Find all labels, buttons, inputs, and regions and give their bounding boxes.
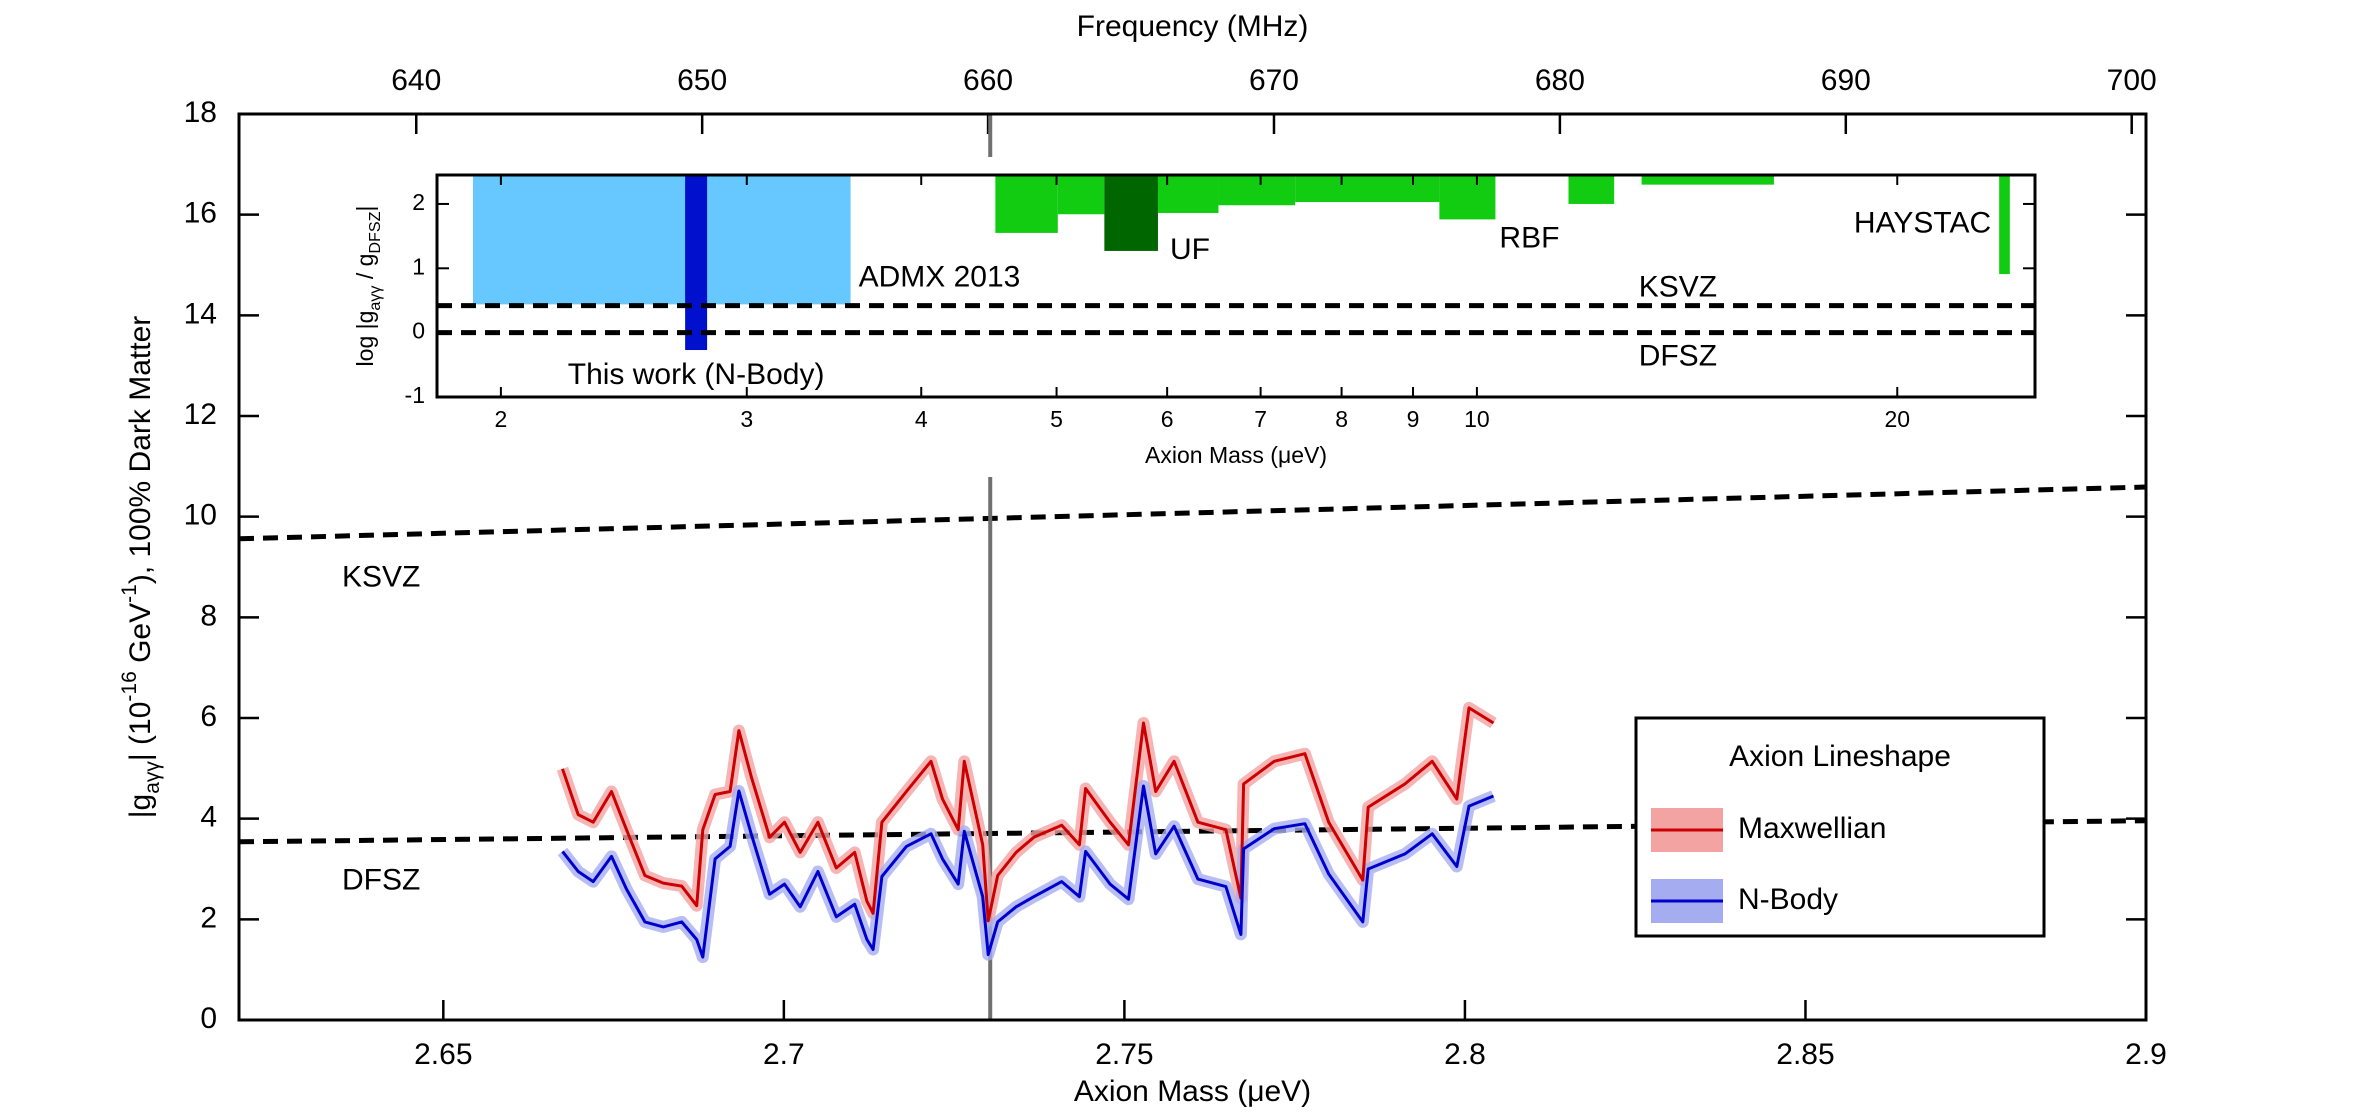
y-tick-label: 4 xyxy=(200,801,217,834)
exclusion-region xyxy=(1218,175,1296,206)
exclusion-region xyxy=(685,175,708,351)
x-tick-label: 2.8 xyxy=(1444,1038,1486,1071)
x-tick-label: 2.75 xyxy=(1095,1038,1153,1071)
exclusion-region xyxy=(1641,175,1774,185)
model-label: KSVZ xyxy=(342,561,420,594)
exclusion-region xyxy=(1439,175,1496,220)
legend-title: Axion Lineshape xyxy=(1729,740,1951,773)
y-axis-label-part: / g xyxy=(352,254,378,286)
y-tick-label: 14 xyxy=(184,297,217,330)
y-tick-label: 6 xyxy=(200,700,217,733)
y-axis-label: |gaγγ| (10-16 GeV-1), 100% Dark Matter xyxy=(118,316,164,819)
legend-label: N-Body xyxy=(1738,883,1838,916)
region-label: ADMX 2013 xyxy=(859,260,1021,293)
y-axis-label-part: GeV xyxy=(124,603,157,671)
x-tick-label: 20 xyxy=(1884,406,1910,432)
x-axis-label: Axion Mass (μeV) xyxy=(1074,1075,1311,1108)
inset-frame xyxy=(435,173,2037,399)
x2-tick-label: 670 xyxy=(1249,64,1299,97)
model-label: DFSZ xyxy=(342,864,420,897)
y-tick-label: 0 xyxy=(412,318,425,344)
y-tick-label: 0 xyxy=(200,1002,217,1035)
y-axis-label-part: | xyxy=(352,206,378,212)
y-axis-label-part: aγγ xyxy=(366,286,384,311)
x-tick-label: 6 xyxy=(1161,406,1174,432)
x-tick-label: 2.85 xyxy=(1776,1038,1834,1071)
y-tick-label: -1 xyxy=(405,382,425,408)
x-tick-label: 4 xyxy=(915,406,928,432)
x2-tick-label: 700 xyxy=(2107,64,2157,97)
x2-tick-label: 660 xyxy=(963,64,1013,97)
x-tick-label: 5 xyxy=(1050,406,1063,432)
x-axis-label: Axion Mass (μeV) xyxy=(1145,442,1327,468)
exclusion-region xyxy=(1568,175,1615,204)
y-tick-label: 8 xyxy=(200,599,217,632)
x-tick-label: 9 xyxy=(1407,406,1420,432)
y-axis-label-part: log |g xyxy=(352,311,378,367)
model-label: KSVZ xyxy=(1639,271,1717,304)
x-tick-label: 10 xyxy=(1464,406,1490,432)
region-label: HAYSTAC xyxy=(1854,206,1991,239)
y-axis-label-part: -1 xyxy=(118,584,141,603)
x2-tick-label: 650 xyxy=(677,64,727,97)
legend-label: Maxwellian xyxy=(1738,812,1886,845)
x-tick-label: 2.7 xyxy=(763,1038,805,1071)
region-label: RBF xyxy=(1499,221,1559,254)
y-axis-label-part: aγγ xyxy=(141,761,164,794)
exclusion-region xyxy=(472,175,851,305)
x-tick-label: 2.65 xyxy=(414,1038,472,1071)
y-tick-label: 18 xyxy=(184,96,217,129)
x-tick-label: 3 xyxy=(740,406,753,432)
model-line xyxy=(238,484,2147,542)
y-tick-label: 12 xyxy=(184,398,217,431)
y-tick-label: 1 xyxy=(412,253,425,279)
y-axis-label-part: ), 100% Dark Matter xyxy=(124,316,157,584)
y-axis-label-part: |g xyxy=(124,794,157,818)
y-axis-label: log |gaγγ / gDFSZ| xyxy=(352,206,384,367)
x2-tick-label: 640 xyxy=(391,64,441,97)
region-label: This work (N-Body) xyxy=(568,358,825,391)
y-tick-label: 16 xyxy=(184,197,217,230)
region-label: UF xyxy=(1170,233,1210,266)
y-tick-label: 2 xyxy=(200,901,217,934)
y-axis-label-part: -16 xyxy=(118,671,141,701)
plot-frame xyxy=(237,112,2148,1022)
x-tick-label: 8 xyxy=(1335,406,1348,432)
x2-tick-label: 690 xyxy=(1821,64,1871,97)
exclusion-region xyxy=(1295,175,1440,203)
exclusion-region xyxy=(1999,175,2010,275)
x2-axis-label: Frequency (MHz) xyxy=(1077,10,1309,43)
y-axis-label-part: | (10 xyxy=(124,702,157,762)
y-axis-label-part: DFSZ xyxy=(366,211,384,253)
x-tick-label: 2.9 xyxy=(2125,1038,2167,1071)
model-label: DFSZ xyxy=(1639,340,1717,373)
x-tick-label: 2 xyxy=(494,406,507,432)
exclusion-region xyxy=(995,175,1058,233)
exclusion-region xyxy=(1104,175,1158,251)
y-tick-label: 2 xyxy=(412,189,425,215)
x2-tick-label: 680 xyxy=(1535,64,1585,97)
series-line xyxy=(561,784,1495,959)
exclusion-region xyxy=(1057,175,1105,215)
x-tick-label: 7 xyxy=(1254,406,1267,432)
series-line xyxy=(561,706,1495,923)
y-tick-label: 10 xyxy=(184,499,217,532)
